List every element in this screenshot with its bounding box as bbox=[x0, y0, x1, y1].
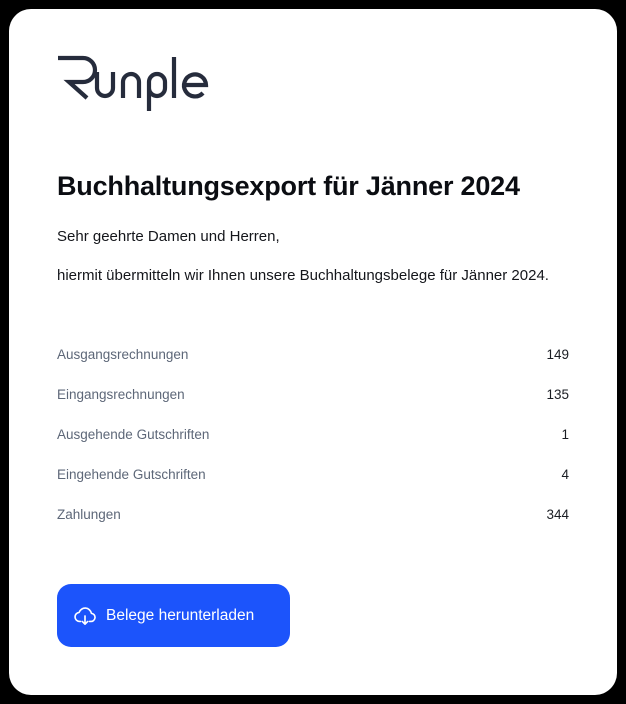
summary-row: Eingehende Gutschriften 4 bbox=[57, 467, 569, 482]
summary-label: Ausgangsrechnungen bbox=[57, 347, 189, 362]
summary-value: 149 bbox=[546, 347, 569, 362]
download-button[interactable]: Belege herunterladen bbox=[57, 584, 290, 647]
cloud-download-icon bbox=[74, 606, 96, 625]
greeting: Sehr geehrte Damen und Herren, bbox=[57, 228, 280, 245]
email-card: Buchhaltungsexport für Jänner 2024 Sehr … bbox=[9, 9, 617, 695]
summary-label: Eingangsrechnungen bbox=[57, 387, 185, 402]
summary-label: Eingehende Gutschriften bbox=[57, 467, 206, 482]
summary-row: Eingangsrechnungen 135 bbox=[57, 387, 569, 402]
runple-logo bbox=[58, 55, 209, 111]
page-title: Buchhaltungsexport für Jänner 2024 bbox=[57, 171, 520, 201]
message: hiermit übermitteln wir Ihnen unsere Buc… bbox=[57, 267, 549, 284]
summary-value: 1 bbox=[561, 427, 569, 442]
download-button-label: Belege herunterladen bbox=[106, 606, 255, 624]
summary-row: Zahlungen 344 bbox=[57, 507, 569, 522]
summary-label: Ausgehende Gutschriften bbox=[57, 427, 210, 442]
summary-label: Zahlungen bbox=[57, 507, 121, 522]
summary-row: Ausgehende Gutschriften 1 bbox=[57, 427, 569, 442]
summary-value: 4 bbox=[561, 467, 569, 482]
summary-value: 135 bbox=[546, 387, 569, 402]
summary-row: Ausgangsrechnungen 149 bbox=[57, 347, 569, 362]
summary-value: 344 bbox=[546, 507, 569, 522]
